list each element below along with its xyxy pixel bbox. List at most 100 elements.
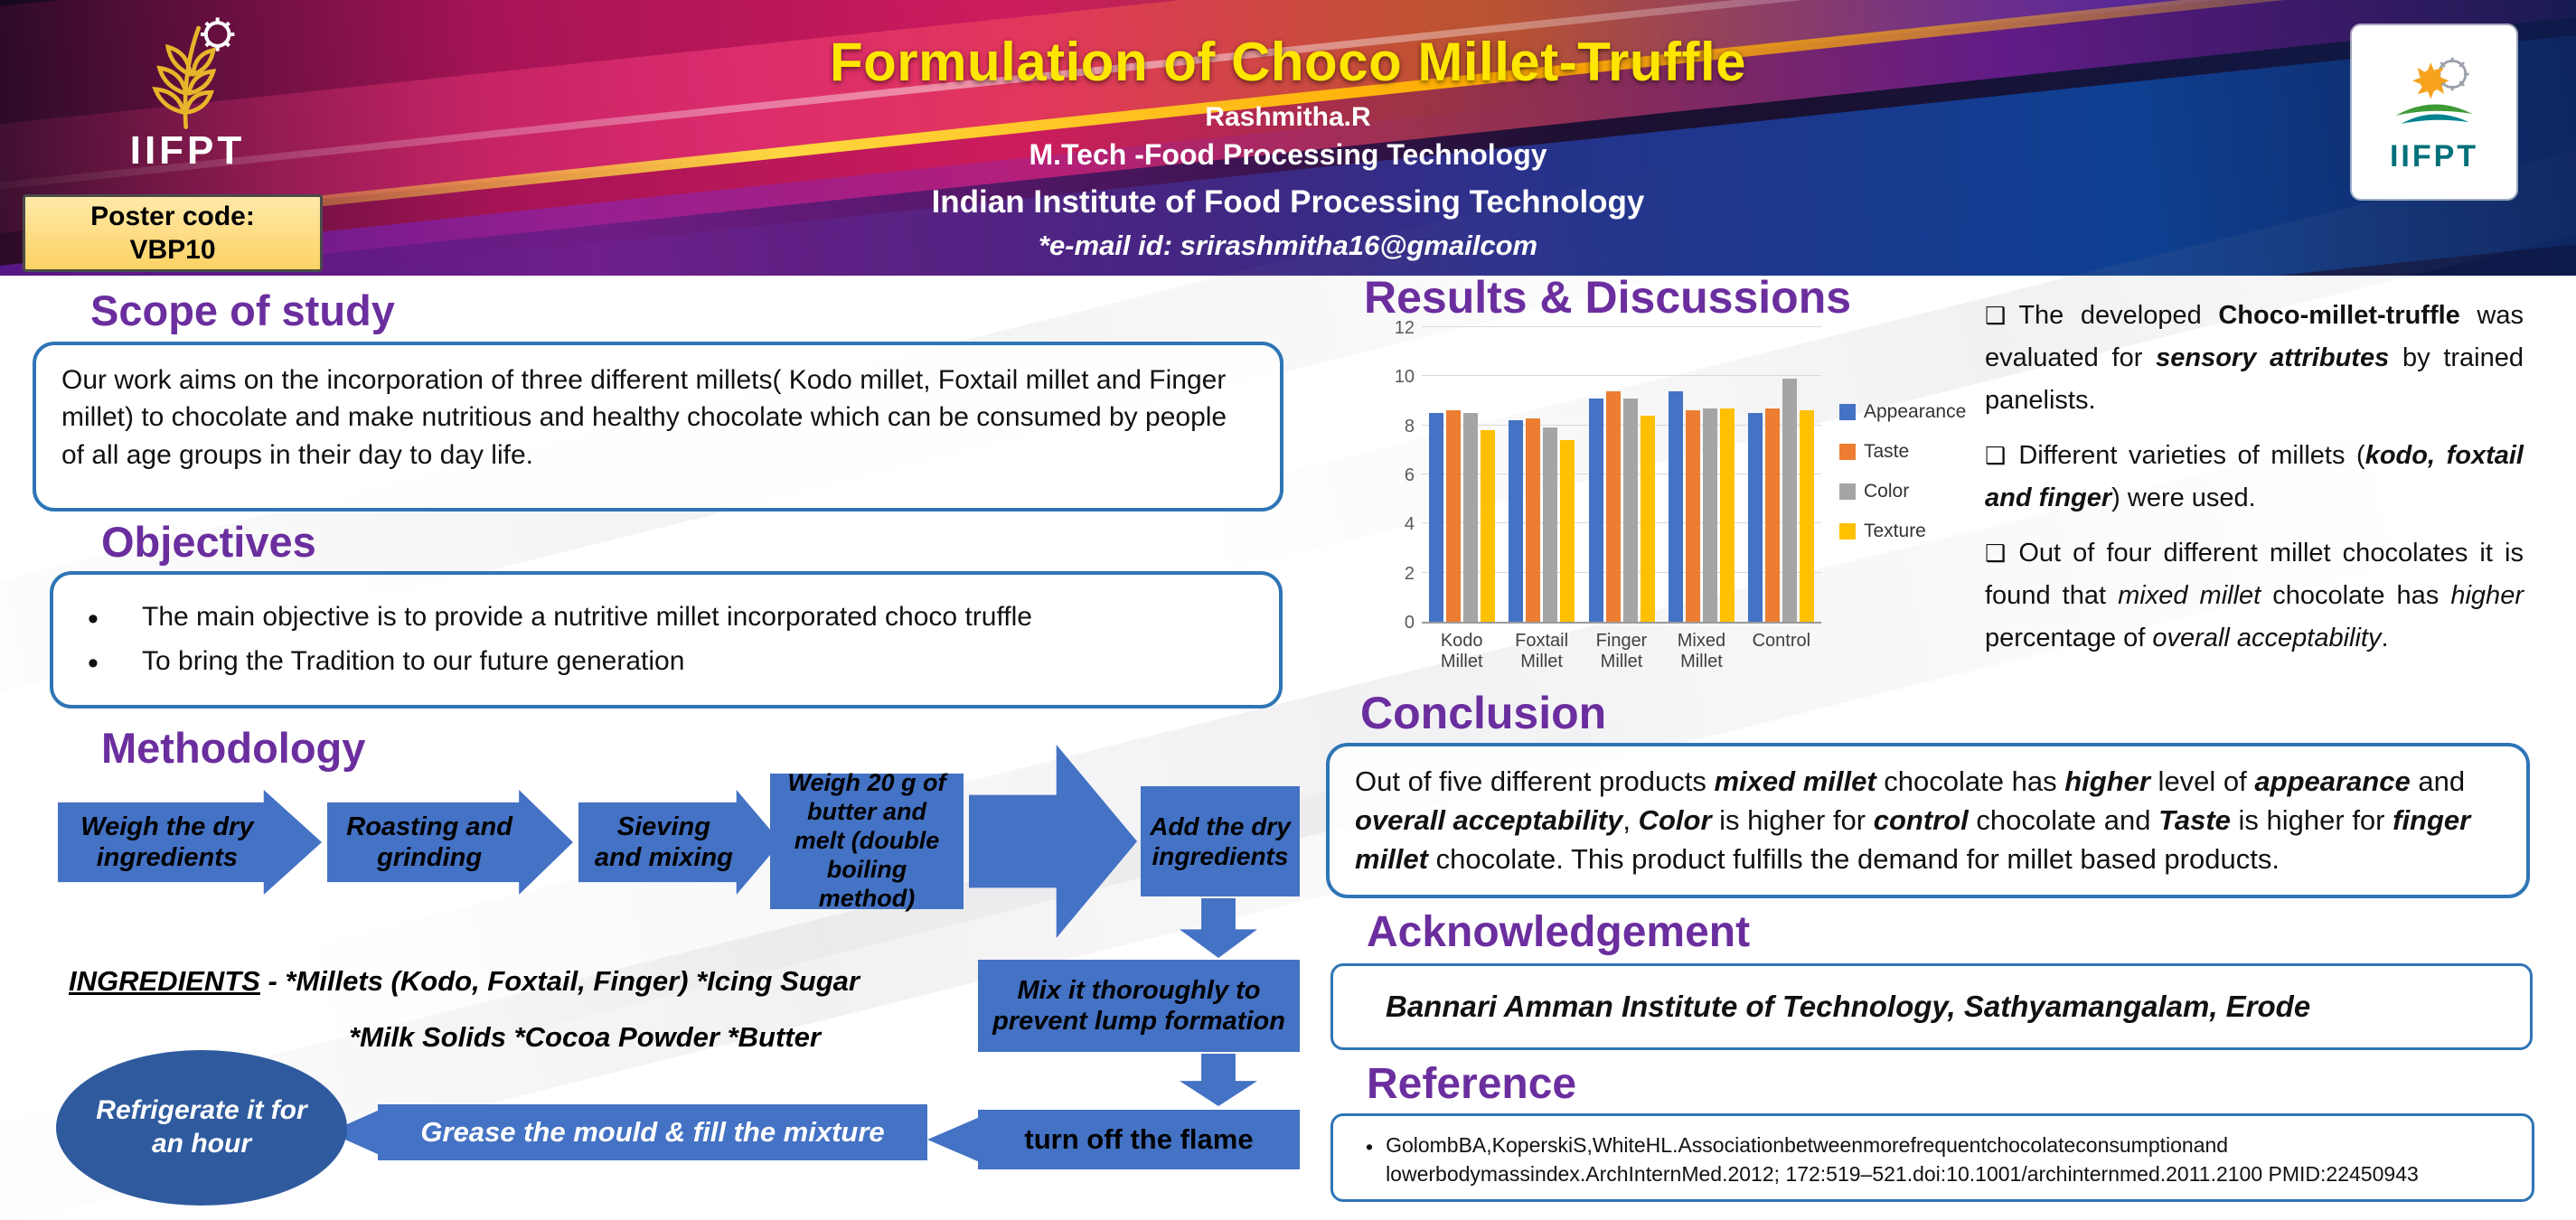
methodology-heading: Methodology — [101, 724, 366, 772]
rich-text-segment: Different varieties of millets ( — [2018, 440, 2365, 470]
ingredients-line-1: INGREDIENTS - *Millets (Kodo, Foxtail, F… — [69, 965, 860, 998]
chart-xlabel: Foxtail Millet — [1515, 631, 1569, 671]
poster-code-box: Poster code: VBP10 — [23, 194, 323, 272]
rich-text-segment: sensory attributes — [2156, 343, 2390, 372]
legend-label: Taste — [1864, 441, 1910, 462]
flow-step-label: Grease the mould & fill the mixture — [420, 1115, 885, 1148]
chart-xlabel: Mixed Millet — [1677, 631, 1726, 671]
rich-text-segment: Out of five different products — [1355, 765, 1715, 797]
ingredients-text: *Milk Solids *Cocoa Powder *Butter — [349, 1021, 821, 1053]
legend-item-texture: Texture — [1839, 521, 1966, 542]
acknowledgement-text: Bannari Amman Institute of Technology, S… — [1386, 990, 2311, 1024]
rich-text-segment: kodo, foxtail and finger — [1985, 440, 2524, 512]
chart-group-mixed-millet — [1661, 329, 1741, 622]
chart-ytick-label: 8 — [1404, 416, 1415, 436]
bar-appearance — [1509, 420, 1524, 622]
chart-ytick-label: 4 — [1404, 514, 1415, 535]
checkbox-bullet-icon: ❑ — [1985, 302, 2007, 329]
rich-text-segment: mixed millet — [1714, 765, 1876, 797]
reference-box: • GolombBA,KoperskiS,WhiteHL.Association… — [1330, 1113, 2534, 1202]
chart-ytick-label: 6 — [1404, 465, 1415, 485]
chart-ytick-label: 2 — [1404, 563, 1415, 584]
rich-text-segment: , — [1622, 803, 1639, 836]
header-title-block: Formulation of Choco Millet-Truffle Rash… — [0, 0, 2576, 262]
bar-taste — [1605, 390, 1621, 622]
legend-swatch-icon — [1839, 404, 1856, 420]
flow-step-add-dry: Add the dry ingredients — [1141, 786, 1300, 896]
iifpt-logo-left: IIFPT — [86, 9, 289, 190]
results-heading: Results & Discussions — [1364, 272, 1852, 323]
flow-step-label: turn off the flame — [1024, 1122, 1254, 1155]
rich-text-segment: higher — [2450, 580, 2524, 610]
bar-color — [1782, 379, 1798, 622]
flow-step-turn-off-flame: turn off the flame — [978, 1110, 1300, 1169]
bar-texture — [1560, 439, 1575, 622]
legend-label: Appearance — [1864, 401, 1967, 422]
flow-step-mix: Mix it thoroughly to prevent lump format… — [978, 960, 1300, 1052]
objectives-box: The main objective is to provide a nutri… — [50, 571, 1283, 709]
checkbox-bullet-icon: ❑ — [1985, 441, 2007, 469]
rich-text-segment: appearance — [2254, 765, 2411, 797]
results-bullet: ❑ Out of four different millet chocolates… — [1985, 532, 2524, 660]
wheat-gear-logo-icon — [151, 17, 234, 130]
legend-item-taste: Taste — [1839, 441, 1966, 463]
poster-title: Formulation of Choco Millet-Truffle — [829, 32, 1747, 92]
sun-leaf-gear-logo-icon — [2395, 57, 2473, 124]
conclusion-text: Out of five different products mixed mil… — [1355, 765, 2470, 875]
rich-text-segment: overall acceptability — [2152, 623, 2382, 652]
bar-texture — [1480, 430, 1495, 622]
flow-step-refrigerate: Refrigerate it for an hour — [56, 1050, 347, 1206]
chart-gridline — [1422, 375, 1821, 377]
flow-step-grease-mould: Grease the mould & fill the mixture — [378, 1104, 927, 1160]
results-bullet: ❑ The developed Choco-millet-truffle was … — [1985, 295, 2524, 422]
rich-text-segment: overall acceptability — [1355, 803, 1623, 836]
rich-text-segment: was evaluated for — [1985, 301, 2524, 372]
objectives-list: The main objective is to provide a nutri… — [79, 598, 1254, 686]
flow-step-weigh-butter: Weigh 20 g of butter and melt (double bo… — [770, 769, 964, 912]
rich-text-segment: level of — [2149, 765, 2255, 797]
poster-code-value: VBP10 — [129, 235, 216, 265]
results-bullets: ❑ The developed Choco-millet-truffle was … — [1985, 295, 2524, 672]
chart-xlabel: Kodo Millet — [1440, 631, 1483, 671]
rich-text-segment: is higher for — [1711, 803, 1874, 836]
chart-legend: Appearance Taste Color Texture — [1839, 401, 1966, 542]
institute-name: Indian Institute of Food Processing Tech… — [931, 184, 1645, 220]
list-bullet-icon: • — [1366, 1135, 1374, 1159]
flow-arrow-down-icon — [1180, 898, 1257, 958]
author-email: *e-mail id: srirashmitha16@gmailcom — [1038, 230, 1538, 261]
results-bullet: ❑ Different varieties of millets (kodo, f… — [1985, 435, 2524, 520]
rich-text-segment: Choco-millet-truffle — [2218, 301, 2460, 330]
scope-text: Our work aims on the incorporation of th… — [61, 365, 1227, 470]
flow-step-label: Roasting and grinding — [346, 812, 512, 872]
chart-group-finger-millet — [1582, 329, 1661, 622]
flow-step-label: Sieving and mixing — [594, 812, 733, 872]
flow-arrow-left-icon — [927, 1117, 980, 1162]
legend-swatch-icon — [1839, 523, 1856, 540]
poster-header: IIFPT Formulation of Choco Millet-Truffl… — [0, 0, 2576, 276]
chart-xlabel: Control — [1752, 631, 1811, 651]
chart-xlabel: Finger Millet — [1595, 631, 1648, 671]
rich-text-segment: percentage of — [1985, 623, 2153, 652]
results-bullet-text: Different varieties of millets (kodo, fo… — [1985, 441, 2524, 512]
bar-color — [1622, 398, 1638, 622]
iifpt-logo-text: IIFPT — [129, 128, 246, 173]
chart-group-kodo-millet — [1422, 329, 1501, 622]
bar-texture — [1640, 415, 1655, 622]
bar-appearance — [1748, 413, 1763, 622]
legend-label: Color — [1864, 481, 1910, 502]
iifpt-logo-text: IIFPT — [2389, 138, 2479, 174]
objectives-heading: Objectives — [101, 518, 316, 566]
bar-color — [1462, 413, 1478, 622]
rich-text-segment: The developed — [2018, 301, 2219, 330]
flow-step-roasting: Roasting and grinding — [327, 790, 573, 895]
bar-taste — [1765, 408, 1781, 622]
flow-arrow-right-icon — [969, 745, 1137, 938]
bar-taste — [1526, 418, 1541, 622]
objective-item: To bring the Tradition to our future gen… — [79, 643, 1254, 685]
conclusion-heading: Conclusion — [1360, 688, 1607, 738]
rich-text-segment: ) were used. — [2111, 483, 2256, 512]
rich-text-segment: higher — [2064, 765, 2150, 797]
checkbox-bullet-icon: ❑ — [1985, 539, 2007, 567]
rich-text-segment: chocolate and — [1968, 803, 2159, 836]
objective-item: The main objective is to provide a nutri… — [79, 598, 1254, 641]
